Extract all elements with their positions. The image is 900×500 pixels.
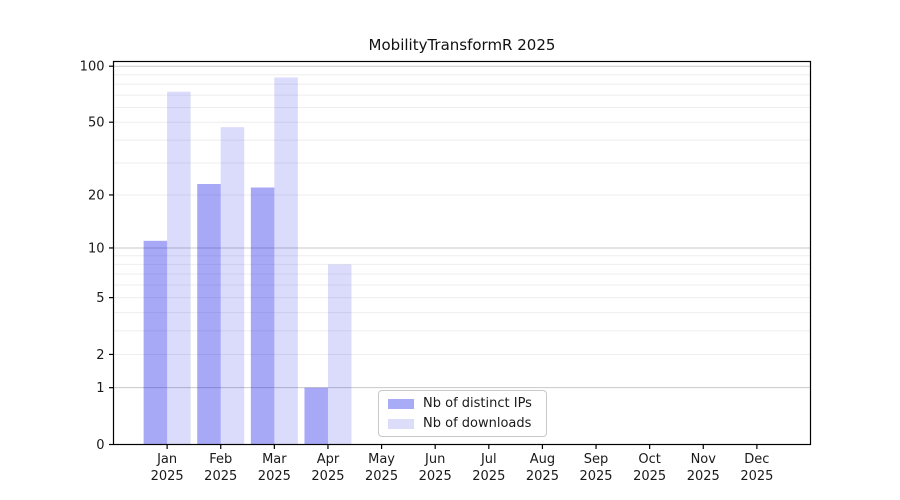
bar-ips-mar — [250, 187, 275, 445]
chart-title: MobilityTransformR 2025 — [368, 36, 556, 54]
y-tick-label-5: 5 — [96, 291, 104, 306]
x-tick-label-feb: Feb 2025 — [204, 452, 237, 484]
y-tick-label-1: 1 — [96, 381, 104, 396]
bar-downloads-mar — [274, 77, 298, 445]
bar-downloads-apr — [327, 264, 352, 445]
x-tick-label-jun: Jun 2025 — [419, 452, 452, 484]
plot-border — [112, 60, 812, 446]
y-tick-label-50: 50 — [88, 116, 105, 131]
bar-ips-feb — [197, 183, 221, 445]
x-tick-label-jan: Jan 2025 — [151, 452, 184, 484]
bar-ips-apr — [304, 387, 328, 445]
legend-row-downloads: Nb of downloads — [388, 416, 538, 432]
bar-downloads-jan — [167, 91, 191, 445]
x-tick-label-mar: Mar 2025 — [258, 452, 291, 484]
bar-ips-jan — [143, 240, 168, 445]
x-tick-label-oct: Oct 2025 — [633, 452, 666, 484]
x-tick-label-nov: Nov 2025 — [687, 452, 720, 484]
legend-label-downloads: Nb of downloads — [423, 416, 532, 431]
y-tick-label-20: 20 — [88, 188, 105, 203]
x-tick-label-aug: Aug 2025 — [526, 452, 559, 484]
x-tick-label-sep: Sep 2025 — [579, 452, 612, 484]
x-tick-label-dec: Dec 2025 — [740, 452, 773, 484]
legend-label-distinct-ips: Nb of distinct IPs — [423, 396, 532, 411]
legend-swatch-downloads-icon — [388, 418, 414, 429]
x-tick-label-may: May 2025 — [365, 452, 398, 484]
legend-swatch-distinct-ips-icon — [388, 398, 414, 409]
bar-downloads-feb — [220, 127, 245, 445]
y-tick-label-10: 10 — [88, 241, 105, 256]
y-tick-label-100: 100 — [80, 60, 105, 75]
legend: Nb of distinct IPs Nb of downloads — [378, 390, 547, 437]
x-tick-label-apr: Apr 2025 — [311, 452, 344, 484]
y-tick-label-0: 0 — [96, 438, 104, 453]
legend-row-distinct-ips: Nb of distinct IPs — [388, 396, 538, 412]
x-tick-label-jul: Jul 2025 — [472, 452, 505, 484]
y-tick-label-2: 2 — [96, 348, 104, 363]
